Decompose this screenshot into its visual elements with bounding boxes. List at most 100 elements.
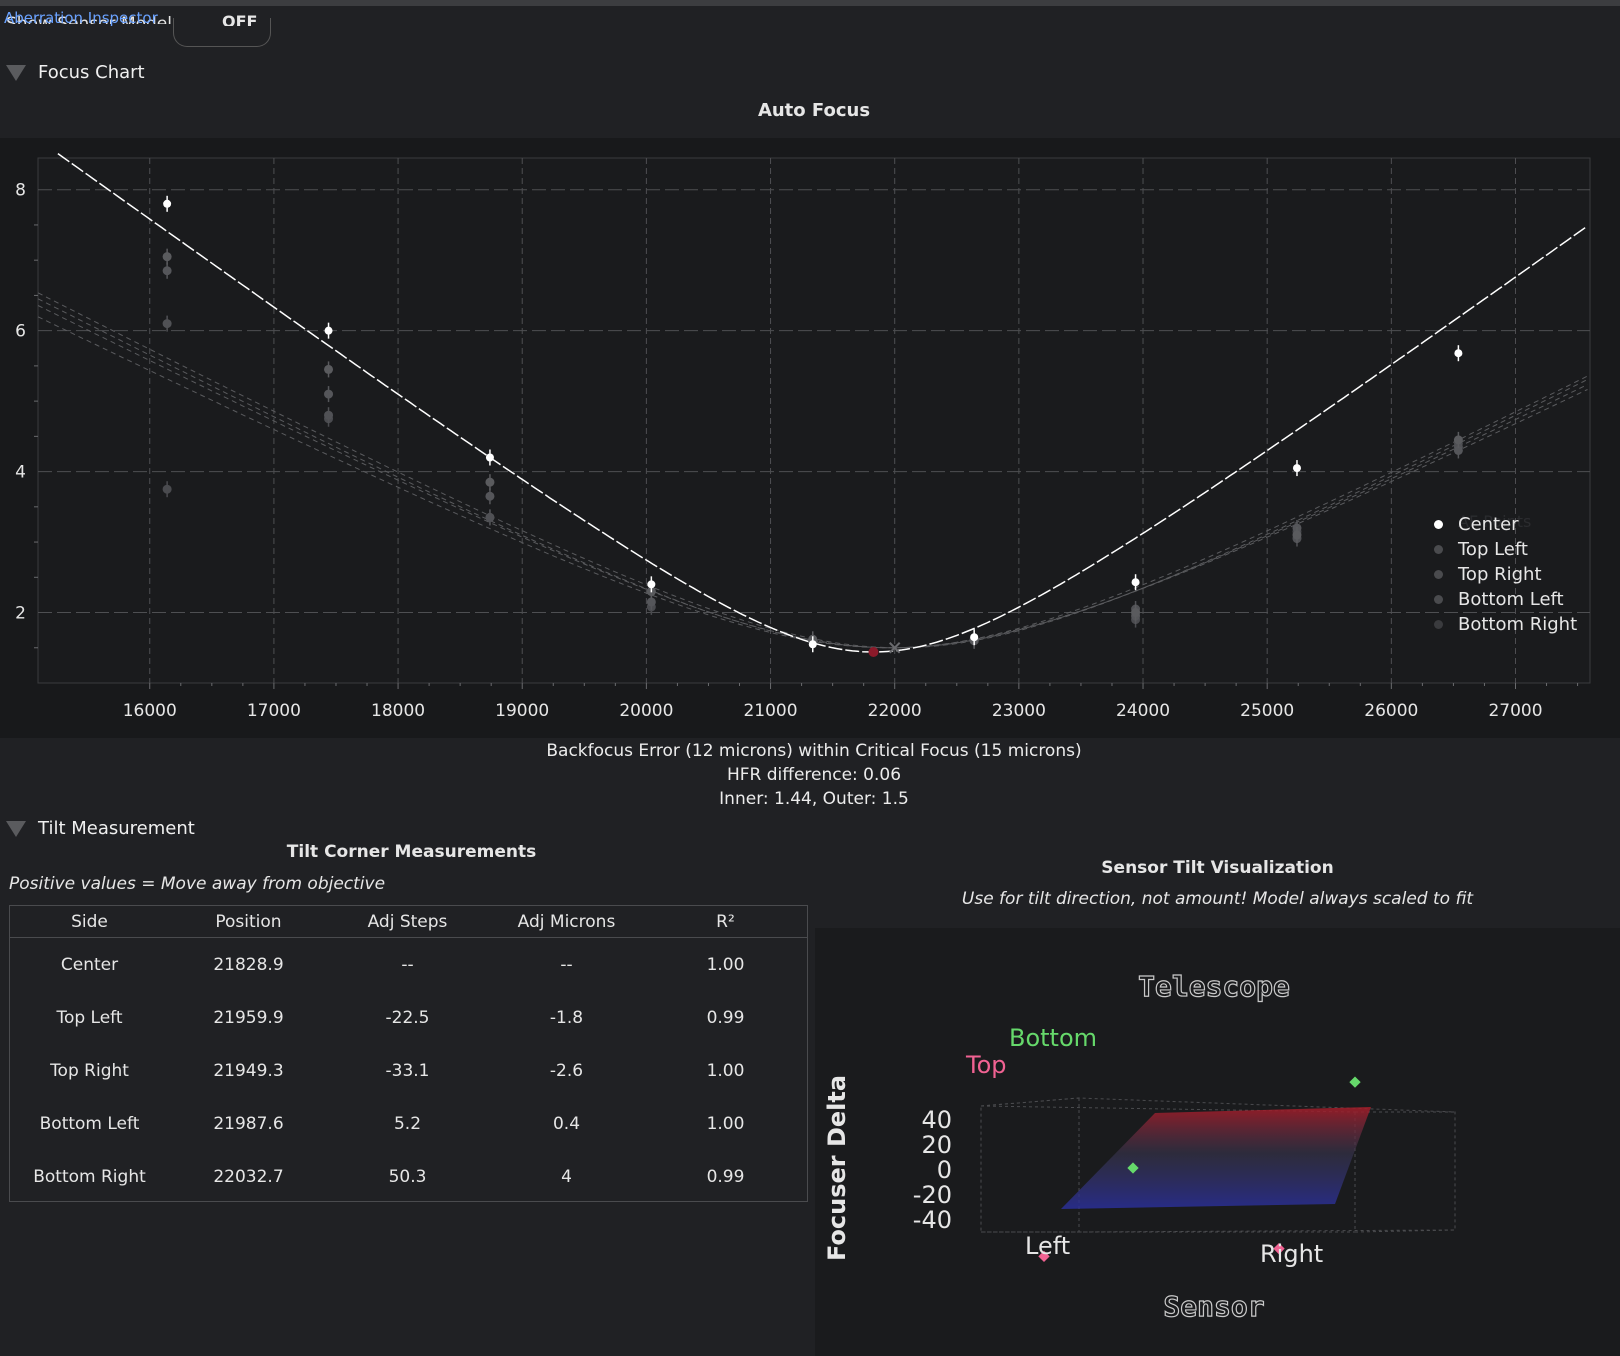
table-cell: Center <box>60 954 119 975</box>
focuser-delta-axis-title: Focuser Delta <box>823 1075 851 1261</box>
sensor-model-toggle[interactable]: OFF <box>173 12 271 47</box>
legend-label: Top Right <box>1458 564 1542 585</box>
data-point-center <box>808 640 817 649</box>
column-header[interactable]: Adj Steps <box>367 911 448 932</box>
legend-item-bottom-right[interactable]: Bottom Right <box>1434 612 1577 637</box>
table-cell: -2.6 <box>549 1060 584 1081</box>
y-tick-label: 6 <box>15 322 26 342</box>
data-point-top-right <box>1453 445 1463 455</box>
table-cell: 21949.3 <box>213 1060 284 1081</box>
focus-chart-panel: 16000 17000 18000 19000 20000 21000 22000 23000… <box>0 138 1620 738</box>
x-tick-label: 25000 <box>1240 701 1294 721</box>
tilt-section-label: Tilt Measurement <box>38 818 195 839</box>
center-focus-point <box>868 646 879 657</box>
tilt-section-toggle[interactable]: Tilt Measurement <box>6 818 195 839</box>
legend-marker <box>1434 595 1443 604</box>
plot-area <box>37 157 1591 684</box>
expand-triangle-icon <box>6 64 26 81</box>
legend-label: Bottom Right <box>1458 614 1578 635</box>
column-header[interactable]: Position <box>215 911 282 932</box>
fit-line-bottom-left <box>37 305 1588 649</box>
z-tick-label: 0 <box>937 1156 952 1184</box>
tilt-table: Side Position Adj Steps Adj Microns R² C… <box>9 905 808 1202</box>
sensor-model-toggle-state: OFF <box>222 12 258 26</box>
data-point-center <box>1454 349 1463 358</box>
table-cell: Bottom Right <box>33 1166 146 1187</box>
table-row[interactable]: Center 21828.9 -- -- 1.00 <box>10 938 807 991</box>
data-point-top-left <box>324 364 334 374</box>
tilt-table-title: Tilt Corner Measurements <box>286 842 537 862</box>
tilt-viz-title: Sensor Tilt Visualization <box>1101 858 1334 878</box>
window-top-bar <box>0 0 1620 6</box>
x-tick-label: 23000 <box>992 701 1046 721</box>
focus-chart-title: Auto Focus <box>757 100 871 121</box>
sensor-model-label: Show Sensor Model <box>6 14 172 24</box>
data-point-center <box>163 199 172 208</box>
table-cell: 5.2 <box>393 1113 422 1134</box>
table-cell: 1.00 <box>706 1060 745 1081</box>
legend-item-bottom-left[interactable]: Bottom Left <box>1434 587 1577 612</box>
legend-item-center[interactable]: Center <box>1434 512 1577 537</box>
table-header: Side Position Adj Steps Adj Microns R² <box>10 906 807 938</box>
corner-focus-marker <box>888 642 901 654</box>
focus-chart-section-toggle[interactable]: Focus Chart <box>6 62 145 83</box>
column-header[interactable]: Adj Microns <box>517 911 616 932</box>
table-cell: 1.00 <box>706 954 745 975</box>
table-cell: 50.3 <box>388 1166 427 1187</box>
hfr-difference: HFR difference: 0.06 <box>726 765 902 785</box>
data-point-top-right <box>485 491 495 501</box>
data-point-bottom-left <box>162 319 172 329</box>
legend-label: Center <box>1458 514 1519 535</box>
x-tick-label: 20000 <box>619 701 673 721</box>
table-cell: 1.00 <box>706 1113 745 1134</box>
table-row[interactable]: Top Right 21949.3 -33.1 -2.6 1.00 <box>10 1044 807 1097</box>
table-cell: 21959.9 <box>213 1007 284 1028</box>
table-cell: 22032.7 <box>213 1166 284 1187</box>
table-row[interactable]: Bottom Left 21987.6 5.2 0.4 1.00 <box>10 1097 807 1150</box>
table-cell: 0.99 <box>706 1007 745 1028</box>
x-tick-label: 22000 <box>868 701 922 721</box>
data-point-center <box>485 453 494 462</box>
data-point-top-left <box>162 252 172 262</box>
focus-chart-legend: Center Top Left Top Right Bottom Left Bo… <box>1434 512 1577 637</box>
x-tick-label: 16000 <box>123 701 177 721</box>
table-row[interactable]: Bottom Right 22032.7 50.3 4 0.99 <box>10 1150 807 1203</box>
table-row[interactable]: Top Left 21959.9 -22.5 -1.8 0.99 <box>10 991 807 1044</box>
y-tick-label: 8 <box>15 181 26 201</box>
z-tick-label: 40 <box>921 1106 952 1134</box>
legend-item-top-left[interactable]: Top Left <box>1434 537 1577 562</box>
telescope-label: Telescope <box>1138 970 1290 1003</box>
column-header[interactable]: Side <box>71 911 108 932</box>
bottom-axis-label: Bottom <box>1009 1024 1097 1052</box>
legend-marker <box>1434 620 1443 629</box>
legend-item-top-right[interactable]: Top Right <box>1434 562 1577 587</box>
x-tick-label: 26000 <box>1364 701 1418 721</box>
table-cell: -- <box>401 954 414 975</box>
data-point-top-left <box>485 477 495 487</box>
tilt-note: Positive values = Move away from objecti… <box>9 874 386 894</box>
data-point-bottom-left <box>324 410 334 420</box>
left-axis-label: Left <box>1025 1232 1070 1260</box>
column-header[interactable]: R² <box>716 911 735 932</box>
tilt-point-top-left <box>1038 1250 1050 1263</box>
table-cell: 0.4 <box>552 1113 581 1134</box>
legend-marker <box>1434 545 1443 554</box>
x-tick-label: 17000 <box>247 701 301 721</box>
y-tick-label: 2 <box>15 604 26 624</box>
data-point-center <box>324 326 333 335</box>
tilt-point-bottom-right <box>1349 1076 1361 1088</box>
backfocus-summary: Backfocus Error (12 microns) within Crit… <box>546 741 1082 761</box>
data-point-top-right <box>324 389 334 399</box>
tilt-point-top-right <box>1273 1243 1285 1255</box>
legend-marker <box>1434 520 1443 529</box>
focus-chart[interactable]: 16000 17000 18000 19000 20000 21000 22000 23000… <box>0 138 1620 738</box>
y-tick-label: 4 <box>15 463 26 483</box>
x-tick-label: 19000 <box>495 701 549 721</box>
table-cell: Top Left <box>56 1007 123 1028</box>
right-axis-label: Right <box>1260 1240 1323 1268</box>
z-tick-label: 20 <box>921 1131 952 1159</box>
app-title: Aberration Inspector <box>4 9 158 27</box>
legend-title: AF Points <box>1458 512 1532 531</box>
legend-label: Bottom Left <box>1458 589 1564 610</box>
